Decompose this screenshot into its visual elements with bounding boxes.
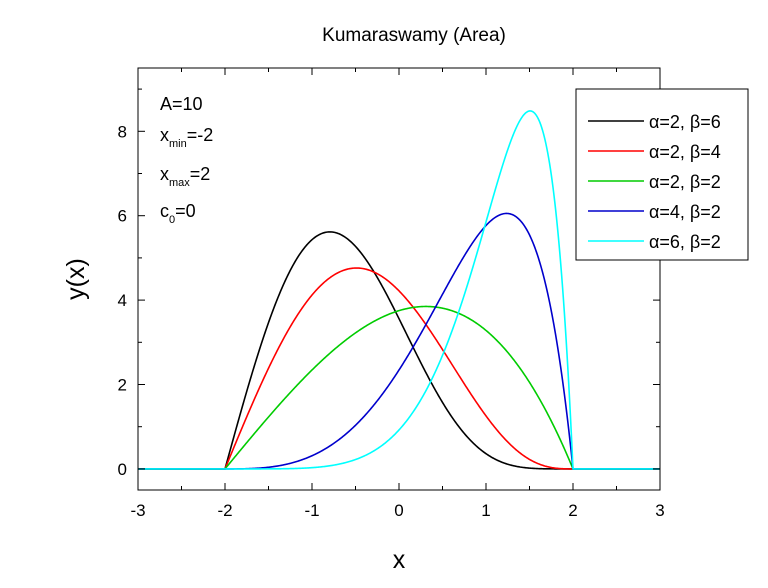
x-tick-label: -3 [130, 501, 145, 520]
x-tick-label: -1 [304, 501, 319, 520]
chart-title: Kumaraswamy (Area) [322, 25, 506, 46]
curves-layer [138, 110, 660, 470]
y-tick-label: 2 [118, 376, 127, 395]
x-tick-label: -2 [217, 501, 232, 520]
param-xmax-sub: max [169, 177, 190, 189]
series-line-5 [138, 110, 660, 470]
param-xmax-prefix: x [160, 164, 169, 184]
y-tick-label: 4 [118, 291, 127, 310]
y-axis-label: y(x) [62, 258, 90, 300]
y-tick-label: 6 [118, 207, 127, 226]
param-xmin: xmin=-2 [160, 125, 213, 150]
series-line-3 [138, 305, 660, 470]
x-tick-label: 3 [655, 501, 664, 520]
param-a: A=10 [160, 94, 203, 114]
param-c0-value: =0 [175, 201, 196, 221]
x-axis: -3 -2 -1 0 1 2 3 [130, 68, 665, 520]
y-tick-label: 8 [118, 122, 127, 141]
param-c0-sub: 0 [169, 214, 175, 226]
x-axis-label: x [393, 546, 406, 574]
param-xmin-value: =-2 [187, 125, 214, 145]
param-xmin-prefix: x [160, 125, 169, 145]
param-xmax-value: =2 [190, 164, 211, 184]
param-xmin-sub: min [169, 138, 187, 150]
legend-label-4: α=4, β=2 [649, 202, 721, 222]
y-tick-label: 0 [118, 460, 127, 479]
legend-label-1: α=2, β=6 [649, 112, 721, 132]
x-tick-label: 1 [481, 501, 490, 520]
param-xmax: xmax=2 [160, 164, 210, 189]
legend: α=2, β=6 α=2, β=4 α=2, β=2 α=4, β=2 α=6, β=2 [575, 88, 749, 261]
parameter-annotations: A=10 xmin=-2 xmax=2 c0=0 [160, 94, 213, 226]
legend-label-5: α=6, β=2 [649, 232, 721, 252]
param-c0: c0=0 [160, 201, 196, 226]
legend-label-3: α=2, β=2 [649, 172, 721, 192]
x-tick-label: 2 [568, 501, 577, 520]
x-tick-label: 0 [394, 501, 403, 520]
legend-label-2: α=2, β=4 [649, 142, 721, 162]
legend-box [575, 88, 749, 261]
series-line-2 [138, 267, 660, 470]
series-line-1 [138, 231, 660, 470]
param-c0-prefix: c [160, 201, 169, 221]
